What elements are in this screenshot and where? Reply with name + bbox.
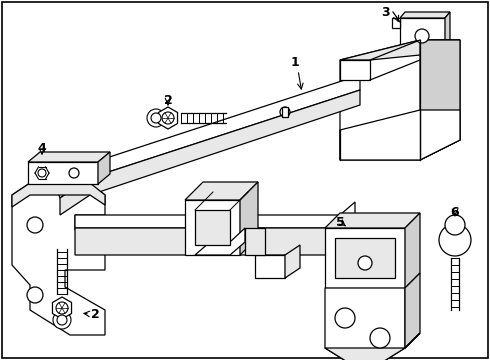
Text: 5: 5: [336, 216, 344, 229]
Circle shape: [415, 29, 429, 43]
Polygon shape: [12, 183, 105, 207]
Polygon shape: [195, 228, 245, 255]
Polygon shape: [325, 288, 405, 360]
Text: 2: 2: [164, 94, 172, 107]
Polygon shape: [405, 213, 420, 288]
Circle shape: [370, 328, 390, 348]
Polygon shape: [185, 182, 258, 200]
Circle shape: [53, 311, 71, 329]
Polygon shape: [445, 12, 450, 50]
Text: 2: 2: [91, 309, 99, 321]
Polygon shape: [325, 333, 420, 360]
Circle shape: [358, 256, 372, 270]
Polygon shape: [75, 202, 355, 228]
Text: 4: 4: [38, 141, 47, 154]
Polygon shape: [52, 297, 72, 319]
Polygon shape: [60, 90, 360, 215]
Polygon shape: [325, 228, 405, 288]
Polygon shape: [158, 107, 177, 129]
Circle shape: [56, 302, 68, 314]
Circle shape: [151, 113, 161, 123]
Polygon shape: [282, 107, 288, 117]
Polygon shape: [185, 200, 240, 255]
Circle shape: [69, 168, 79, 178]
Polygon shape: [75, 215, 355, 255]
Polygon shape: [340, 110, 460, 160]
Circle shape: [27, 217, 43, 233]
Polygon shape: [420, 40, 460, 160]
Polygon shape: [28, 162, 98, 184]
Polygon shape: [12, 183, 105, 335]
Circle shape: [162, 112, 174, 124]
Polygon shape: [255, 255, 285, 278]
Circle shape: [57, 315, 67, 325]
Polygon shape: [285, 245, 300, 278]
Polygon shape: [335, 238, 395, 278]
Polygon shape: [340, 40, 460, 60]
Polygon shape: [325, 213, 420, 228]
Polygon shape: [392, 18, 400, 28]
Text: 6: 6: [451, 206, 459, 219]
Circle shape: [335, 308, 355, 328]
Polygon shape: [28, 152, 110, 162]
Circle shape: [27, 287, 43, 303]
Polygon shape: [340, 40, 460, 160]
Circle shape: [147, 109, 165, 127]
Polygon shape: [55, 75, 360, 198]
Polygon shape: [400, 18, 445, 50]
Polygon shape: [240, 182, 258, 255]
Text: 3: 3: [381, 5, 390, 18]
Circle shape: [38, 169, 46, 177]
Polygon shape: [340, 60, 370, 80]
Circle shape: [280, 107, 290, 117]
Polygon shape: [245, 228, 265, 255]
Text: 1: 1: [291, 55, 299, 68]
Circle shape: [445, 215, 465, 235]
Polygon shape: [98, 152, 110, 184]
Circle shape: [439, 224, 471, 256]
Polygon shape: [400, 12, 450, 18]
Polygon shape: [195, 210, 230, 245]
Polygon shape: [405, 273, 420, 348]
